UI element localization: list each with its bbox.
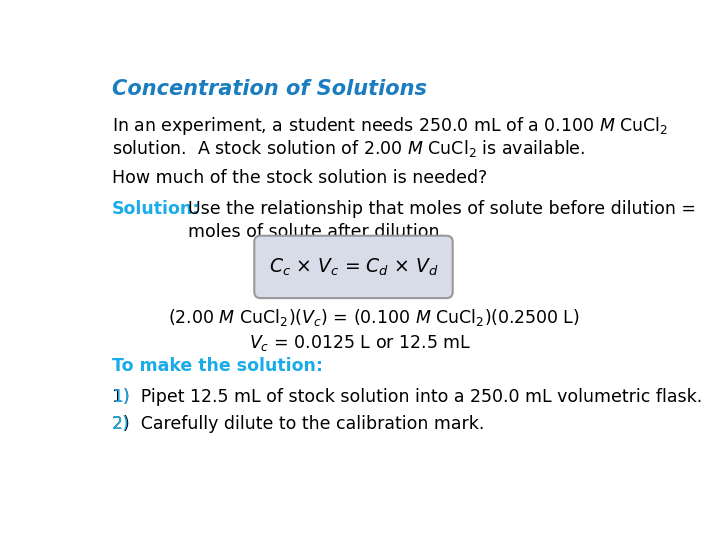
Text: How much of the stock solution is needed?: How much of the stock solution is needed… — [112, 168, 487, 187]
Text: Solution:: Solution: — [112, 200, 200, 218]
Text: $V_c$ = 0.0125 L or 12.5 mL: $V_c$ = 0.0125 L or 12.5 mL — [249, 333, 471, 353]
Text: 1)  Pipet 12.5 mL of stock solution into a 250.0 mL volumetric flask.: 1) Pipet 12.5 mL of stock solution into … — [112, 388, 702, 406]
Text: To make the solution:: To make the solution: — [112, 357, 323, 375]
Text: $C_c$ $\times$ $V_c$ = $C_d$ $\times$ $V_d$: $C_c$ $\times$ $V_c$ = $C_d$ $\times$ $V… — [269, 256, 438, 278]
Text: moles of solute after dilution.: moles of solute after dilution. — [177, 222, 445, 241]
Text: 2)  Carefully dilute to the calibration mark.: 2) Carefully dilute to the calibration m… — [112, 415, 484, 433]
Text: Use the relationship that moles of solute before dilution =: Use the relationship that moles of solut… — [177, 200, 696, 218]
Text: 1): 1) — [112, 388, 130, 406]
Text: (2.00 $M$ CuCl$_2$)($V_c$) = (0.100 $M$ CuCl$_2$)(0.2500 L): (2.00 $M$ CuCl$_2$)($V_c$) = (0.100 $M$ … — [168, 307, 580, 328]
Text: solution.  A stock solution of 2.00 $M$ CuCl$_2$ is available.: solution. A stock solution of 2.00 $M$ C… — [112, 138, 585, 159]
Text: Concentration of Solutions: Concentration of Solutions — [112, 79, 426, 99]
Text: 2): 2) — [112, 415, 130, 433]
Text: In an experiment, a student needs 250.0 mL of a 0.100 $M$ CuCl$_2$: In an experiment, a student needs 250.0 … — [112, 115, 668, 137]
FancyBboxPatch shape — [254, 236, 453, 298]
